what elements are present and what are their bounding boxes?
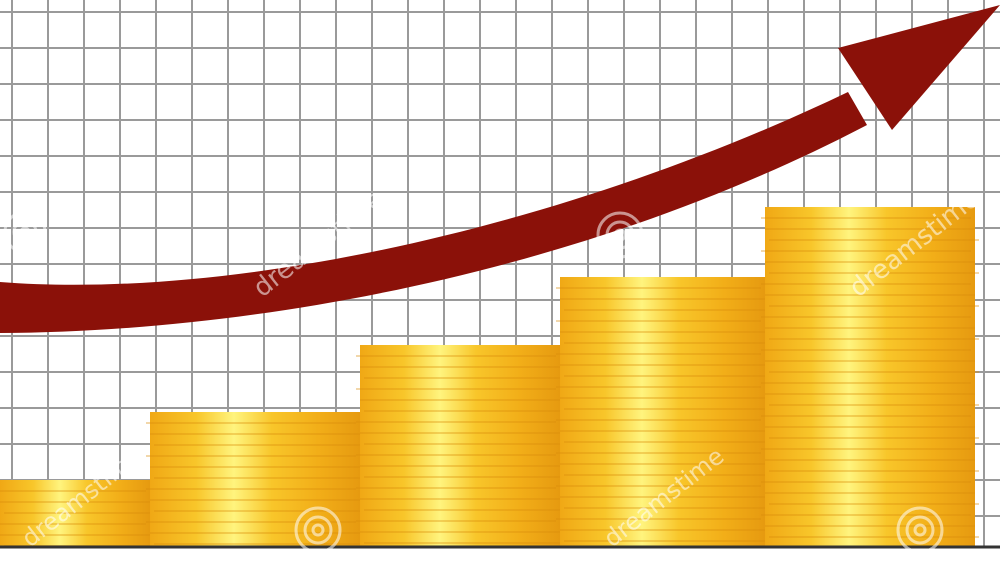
coin-stack-icon (556, 277, 769, 547)
watermark-logo-icon (596, 211, 644, 259)
watermark-logo-icon (3, 210, 47, 254)
coin-stack-icon (146, 412, 364, 547)
coin-stack-icon (761, 207, 979, 547)
coin-stack-icon (356, 345, 564, 547)
coin-stacks (0, 207, 979, 547)
watermark-logo-icon (896, 506, 944, 554)
watermark-logo-icon (294, 506, 342, 554)
trend-up-arrow-icon (0, 5, 1000, 333)
coin-stack-icon (0, 480, 154, 547)
